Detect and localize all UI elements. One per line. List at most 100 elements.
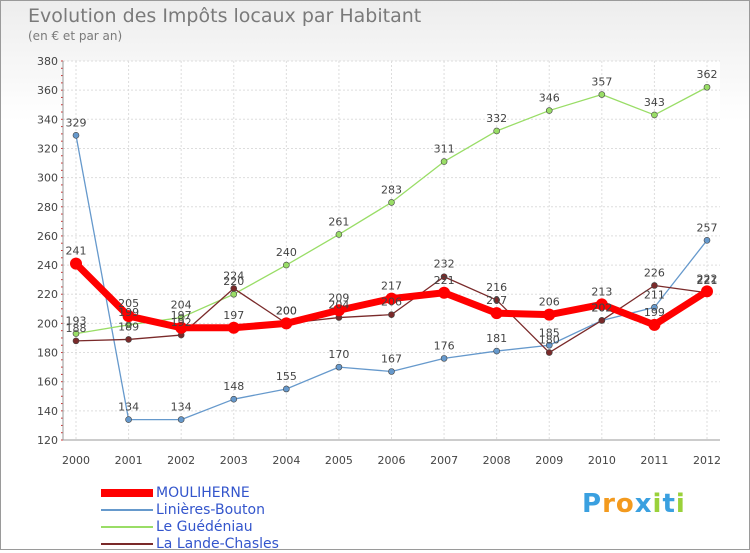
data-label: 134 <box>118 401 139 414</box>
data-point <box>72 337 80 345</box>
data-point <box>125 336 132 343</box>
x-tick-label: 2012 <box>693 454 721 467</box>
data-label: 202 <box>591 301 612 314</box>
y-tick-label: 340 <box>37 113 58 126</box>
data-label: 206 <box>539 296 560 309</box>
data-point <box>701 285 713 298</box>
data-point <box>595 298 608 311</box>
x-tick-label: 2009 <box>535 454 563 467</box>
data-label: 211 <box>644 288 665 301</box>
data-label: 224 <box>223 269 244 282</box>
data-label: 197 <box>223 309 244 322</box>
data-point <box>388 311 395 318</box>
x-tick-label: 2006 <box>378 454 406 467</box>
data-point <box>545 341 553 349</box>
legend-label: La Lande-Chasles <box>156 536 279 552</box>
y-tick-label: 260 <box>37 230 58 243</box>
data-label: 343 <box>644 96 665 109</box>
data-point <box>543 308 556 321</box>
data-label: 332 <box>486 112 507 125</box>
data-point <box>70 257 82 270</box>
data-label: 257 <box>697 221 718 234</box>
x-tick-label: 2003 <box>220 454 248 467</box>
x-tick-label: 2008 <box>483 454 511 467</box>
data-point <box>651 304 658 311</box>
data-label: 261 <box>328 215 349 228</box>
data-point <box>177 314 185 321</box>
data-point <box>493 347 500 355</box>
x-tick-label: 2011 <box>640 454 668 467</box>
data-label: 202 <box>591 301 612 314</box>
y-tick-label: 200 <box>37 317 58 330</box>
data-label: 199 <box>118 306 139 319</box>
data-point <box>230 285 238 292</box>
data-point <box>230 290 238 298</box>
y-tick-label: 160 <box>37 376 58 389</box>
data-label: 185 <box>539 326 560 339</box>
data-point <box>72 132 80 139</box>
data-point <box>175 321 188 334</box>
data-point <box>648 318 661 331</box>
data-label: 207 <box>486 294 507 307</box>
data-point <box>598 91 606 98</box>
x-tick-label: 2000 <box>62 454 90 467</box>
y-tick-label: 180 <box>37 347 58 360</box>
data-point <box>125 416 132 423</box>
data-point <box>227 321 240 334</box>
data-point <box>440 355 448 362</box>
x-tick-label: 2001 <box>115 454 143 467</box>
data-label: 180 <box>539 334 560 347</box>
data-label: 232 <box>434 258 455 271</box>
data-label: 188 <box>66 322 87 335</box>
data-label: 213 <box>591 285 612 298</box>
data-point <box>651 282 658 289</box>
data-label: 346 <box>539 92 560 105</box>
data-point <box>385 292 398 305</box>
data-point <box>72 330 80 337</box>
y-tick-label: 360 <box>37 84 58 97</box>
data-point <box>440 273 448 281</box>
y-tick-label: 280 <box>37 201 58 214</box>
x-tick-label: 2007 <box>430 454 458 467</box>
chart-title: Evolution des Impôts locaux par Habitant <box>28 5 422 27</box>
x-tick-label: 2010 <box>588 454 616 467</box>
y-tick-label: 380 <box>37 55 58 68</box>
data-label: 167 <box>381 352 402 365</box>
data-point <box>490 307 503 320</box>
data-label: 217 <box>381 280 402 293</box>
data-label: 189 <box>118 320 139 333</box>
legend-label: MOULIHERNE <box>156 485 250 501</box>
data-label: 241 <box>66 245 87 258</box>
data-label: 216 <box>486 281 507 294</box>
x-tick-label: 2005 <box>325 454 353 467</box>
data-point <box>122 310 135 323</box>
data-point <box>388 368 395 375</box>
y-tick-label: 220 <box>37 288 58 301</box>
data-point <box>335 363 343 371</box>
data-label: 192 <box>171 316 192 329</box>
data-label: 205 <box>118 297 139 310</box>
legend-swatch <box>101 526 153 528</box>
data-point <box>440 158 448 165</box>
data-label: 199 <box>644 306 665 319</box>
data-label: 170 <box>328 348 349 361</box>
data-point <box>388 199 395 206</box>
data-label: 204 <box>171 299 192 312</box>
data-point <box>545 107 553 114</box>
legend-label: Le Guédéniau <box>156 519 253 535</box>
data-point <box>703 83 711 91</box>
x-tick-label: 2004 <box>272 454 300 467</box>
data-point <box>438 286 451 299</box>
data-point <box>493 296 500 304</box>
data-label: 357 <box>591 76 612 89</box>
y-tick-label: 320 <box>37 142 58 155</box>
data-point <box>493 127 500 135</box>
legend-swatch <box>101 543 153 545</box>
data-point <box>651 111 658 119</box>
data-label: 193 <box>66 315 87 328</box>
chart-subtitle: (en € et par an) <box>28 29 123 43</box>
data-label: 329 <box>66 116 87 129</box>
data-label: 134 <box>171 401 192 414</box>
data-point <box>280 317 293 330</box>
